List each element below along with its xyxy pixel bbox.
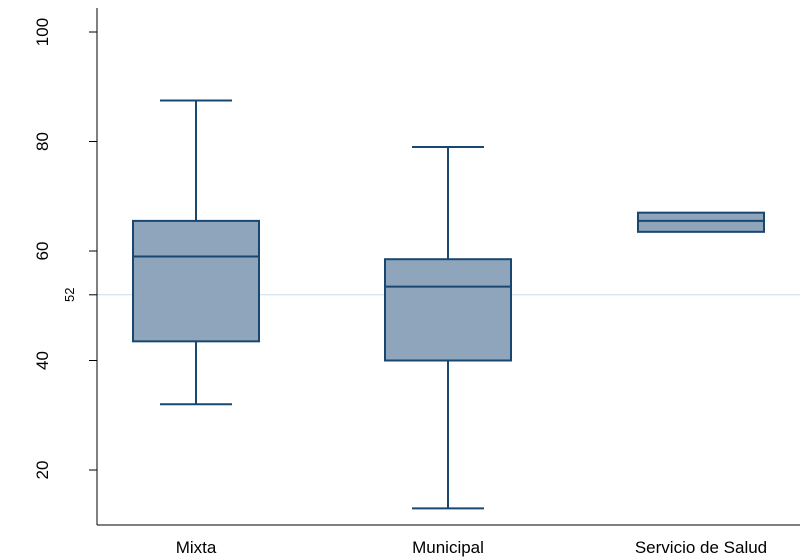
y-tick-label-100: 100 xyxy=(33,18,52,46)
box-group-servicio-de-salud xyxy=(637,211,765,233)
box-group-mixta xyxy=(132,99,260,406)
x-category-label-municipal: Municipal xyxy=(412,538,484,557)
reference-line-label: 52 xyxy=(62,288,77,302)
y-tick-label-80: 80 xyxy=(33,132,52,151)
x-axis-category-labels: Mixta Municipal Servicio de Salud xyxy=(176,538,767,557)
box-mixta xyxy=(132,219,260,343)
box-servicio-de-salud xyxy=(637,211,765,233)
box-municipal xyxy=(384,258,512,362)
box-group-municipal xyxy=(384,145,512,510)
y-axis xyxy=(96,8,800,526)
x-category-label-servicio-de-salud: Servicio de Salud xyxy=(635,538,767,557)
y-tick-label-60: 60 xyxy=(33,242,52,261)
y-axis-ticks: 20 40 60 80 100 52 xyxy=(33,18,97,480)
boxes-layer xyxy=(132,99,765,510)
y-tick-label-20: 20 xyxy=(33,461,52,480)
y-tick-label-40: 40 xyxy=(33,351,52,370)
x-category-label-mixta: Mixta xyxy=(176,538,217,557)
